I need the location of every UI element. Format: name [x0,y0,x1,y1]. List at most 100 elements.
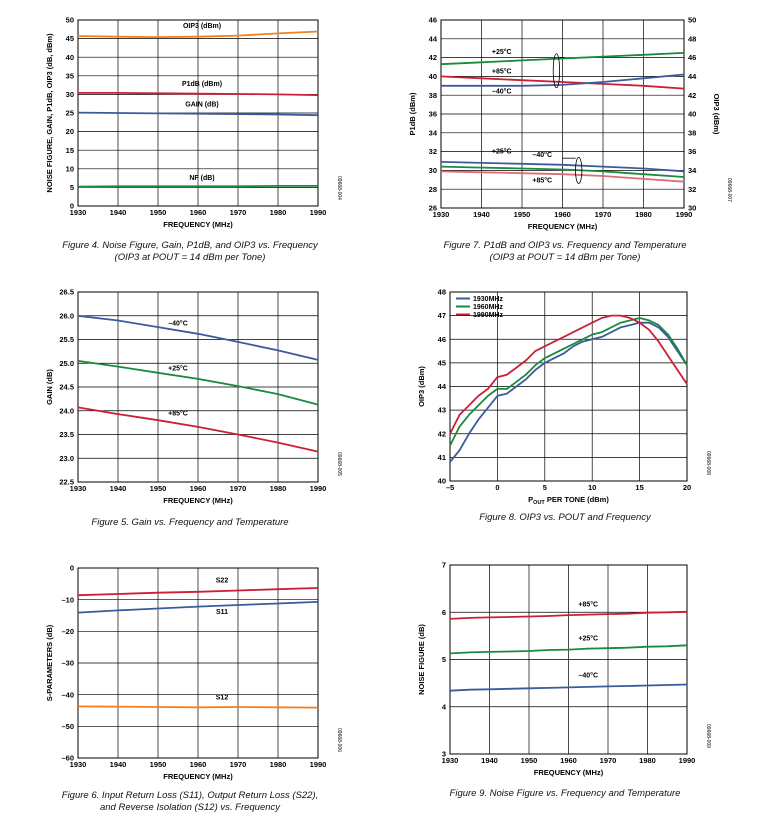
x-axis-label: FREQUENCY (MHz) [163,772,233,781]
y-tick-label: 28 [429,185,437,194]
series-line [77,111,319,117]
y-tick-label: 26 [429,204,437,213]
y-tick-label: 22.5 [59,478,74,487]
x-tick-label: 1970 [600,756,617,765]
y-tick-label: 44 [429,34,438,43]
caption-fig7-line2: (OIP3 at POUT = 14 dBm per Tone) [489,252,641,263]
series-label: +25°C [492,147,512,155]
y-tick-label: 0 [70,564,74,573]
x-tick-label: 1990 [676,210,693,219]
x-tick-label: 1980 [635,210,652,219]
y-tick-label: 44 [438,382,447,391]
y-tick-label: 5 [442,655,446,664]
series-label: +85°C [492,68,512,76]
x-tick-label: 1930 [433,210,450,219]
y-tick-label: 34 [429,128,438,137]
y-tick-label: 3 [442,750,446,759]
series-label: +25°C [168,364,188,372]
x-tick-label: 1950 [150,208,167,217]
series-line [440,165,685,178]
x-tick-label: 1990 [310,208,327,217]
y-axis-label: OIP3 (dBm) [417,366,426,407]
series-line [77,184,318,188]
y-tick-label: 20 [66,127,74,136]
chart-fig8: –5 0 5 10 15 20 40 41 42 43 44 45 46 47 48 POUT PER TON… [417,288,711,506]
y-tick-label: 15 [66,146,74,155]
series-line [449,644,688,655]
figure-id: 09668-006 [336,728,342,752]
y-tick-label: 42 [438,429,446,438]
chart-fig4: 1930 1940 1950 1960 1970 1980 1990 0 5 10 15 20 25 30… [45,16,342,229]
y-tick-label: –50 [61,722,74,731]
y-tick-label: 0 [70,202,74,211]
series-label: +85°C [168,410,188,418]
figure-id: 09668-009 [705,724,711,748]
y-axis-label: NOISE FIGURE, GAIN, P1dB, OIP3 (dB, dBm) [45,33,54,193]
series-label: –40°C [578,671,598,679]
y-right-tick-label: 38 [688,128,696,137]
series-label: S12 [216,694,229,701]
x-tick-label: 1950 [521,756,538,765]
y-tick-label: 41 [438,453,446,462]
plot-frame [77,291,319,483]
y-right-tick-label: 48 [688,34,696,43]
series-line [441,73,685,87]
plot-frame [77,567,319,759]
y-tick-label: –60 [61,754,74,763]
series-line [78,92,319,96]
figure-id: 09668-005 [336,452,342,476]
x-axis-label: FREQUENCY (MHz) [528,222,598,231]
y-tick-label: 4 [442,702,447,711]
plot-frame [449,291,688,482]
x-tick-label: 1930 [70,760,87,769]
y-right-tick-label: 44 [688,72,697,81]
series-label: +85°C [578,601,598,609]
x-tick-label: 1990 [310,484,327,493]
series-label: GAIN (dB) [185,102,218,109]
caption-fig9-line1: Figure 9. Noise Figure vs. Frequency and… [449,788,681,799]
caption-fig4-line2: (OIP3 at POUT = 14 dBm per Tone) [114,252,266,263]
x-tick-label: 1960 [554,210,571,219]
x-tick-label: 1950 [514,210,531,219]
x-tick-label: 1970 [230,760,247,769]
x-axis-label: FREQUENCY (MHz) [534,768,604,777]
x-tick-label: 1960 [190,760,207,769]
y-tick-label: 50 [66,16,74,25]
y-tick-label: 26.5 [59,288,74,297]
y-tick-label: 25 [66,109,74,118]
x-axis-label: FREQUENCY (MHz) [163,220,233,229]
x-tick-label: 10 [588,483,596,492]
caption-fig5-line1: Figure 5. Gain vs. Frequency and Tempera… [91,517,289,528]
x-tick-label: 1930 [70,484,87,493]
series-label: +85°C [532,177,552,185]
caption-fig8-line1: Figure 8. OIP3 vs. POUT and Frequency [479,512,651,523]
x-tick-label: 1990 [310,760,327,769]
y-tick-label: 40 [438,477,446,486]
series-line [449,321,688,463]
y-tick-label: 24.5 [59,383,74,392]
caption-fig7-line1: Figure 7. P1dB and OIP3 vs. Frequency an… [443,240,687,251]
x-tick-label: 1970 [595,210,612,219]
y-tick-label: –30 [61,659,74,668]
y-tick-label: 30 [429,166,437,175]
y-tick-label: 48 [438,288,446,297]
series-line [77,30,319,38]
y-tick-label: 46 [438,335,446,344]
caption-fig6: Figure 6. Input Return Loss (S11), Outpu… [20,790,360,814]
y-right-tick-label: 36 [688,147,696,156]
x-tick-label: 0 [495,483,499,492]
x-tick-label: 5 [543,483,547,492]
y-tick-label: 40 [66,53,74,62]
x-tick-label: 1940 [481,756,498,765]
chart-fig7: 1930 1940 1950 1960 1970 1980 1990 26 28 30 32 34 36… [408,16,732,231]
caption-fig8: Figure 8. OIP3 vs. POUT and Frequency [395,512,735,524]
figure-id: 09668-004 [336,176,342,200]
y-tick-label: 25.0 [59,359,74,368]
series-label: P1dB (dBm) [182,81,222,88]
y-tick-label: –40 [61,690,74,699]
chart-fig9: 1930 1940 1950 1960 1970 1980 1990 3 4 5 6 7 FREQUEN… [417,561,711,777]
figure-id: 09668-007 [726,178,732,202]
x-tick-label: 1970 [230,208,247,217]
y-axis-label: GAIN (dB) [45,369,54,405]
